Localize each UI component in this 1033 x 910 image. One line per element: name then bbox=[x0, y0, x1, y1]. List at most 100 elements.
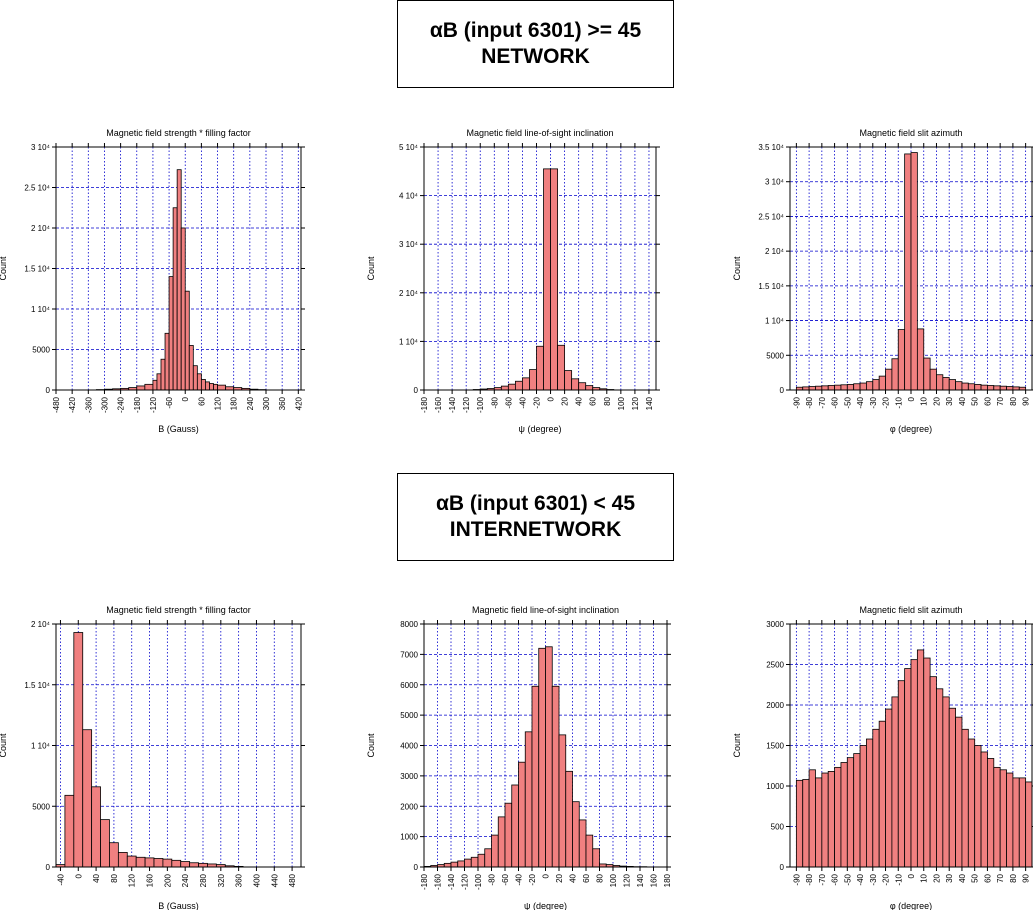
x-tick-label: -120 bbox=[462, 396, 471, 413]
x-tick-label: -160 bbox=[434, 396, 443, 413]
histogram-bar bbox=[518, 761, 526, 868]
x-tick-label: 200 bbox=[163, 873, 172, 887]
histogram-bar bbox=[126, 855, 137, 868]
x-tick-label: 40 bbox=[92, 873, 101, 882]
x-tick-label: 120 bbox=[631, 396, 640, 410]
histogram-bar bbox=[585, 385, 594, 391]
x-axis-label: φ (degree) bbox=[890, 424, 932, 434]
y-tick-label: 4 10⁴ bbox=[399, 192, 419, 201]
histogram-bar bbox=[109, 842, 119, 868]
x-tick-label: 120 bbox=[128, 873, 137, 887]
histogram-bar bbox=[815, 385, 823, 391]
x-tick-label: 360 bbox=[278, 396, 287, 410]
x-tick-label: 280 bbox=[199, 873, 208, 887]
histogram-bar bbox=[999, 385, 1007, 391]
x-tick-label: 10 bbox=[920, 396, 929, 405]
y-tick-label: 5000 bbox=[32, 802, 50, 811]
x-tick-label: 0 bbox=[181, 396, 190, 401]
histogram-bar bbox=[550, 168, 558, 391]
histogram-bar bbox=[923, 657, 931, 868]
section-title-line1: αB (input 6301) < 45 bbox=[435, 492, 636, 515]
x-tick-label: -90 bbox=[792, 873, 801, 885]
x-tick-label: 80 bbox=[110, 873, 119, 882]
histogram-bar bbox=[164, 332, 170, 391]
y-tick-label: 2 10⁴ bbox=[399, 289, 419, 298]
histogram-bar bbox=[885, 368, 893, 391]
y-tick-label: 1.5 10⁴ bbox=[24, 681, 50, 690]
x-tick-label: 20 bbox=[561, 396, 570, 405]
x-tick-label: -20 bbox=[528, 873, 537, 885]
histogram-bar bbox=[160, 358, 166, 391]
histogram-bar bbox=[558, 734, 567, 868]
x-tick-label: -180 bbox=[420, 396, 429, 413]
histogram-bar bbox=[961, 728, 969, 868]
x-tick-label: -80 bbox=[488, 873, 497, 885]
y-tick-label: 5000 bbox=[32, 346, 50, 355]
section-title-line1: αB (input 6301) >= 45 bbox=[429, 19, 642, 42]
histogram-bar bbox=[585, 834, 594, 868]
histogram-bar bbox=[834, 384, 842, 391]
histogram-bar bbox=[808, 386, 816, 391]
x-axis-label: B (Gauss) bbox=[158, 901, 199, 910]
histogram-bar bbox=[967, 738, 976, 868]
y-axis-label: Count bbox=[732, 733, 742, 758]
x-tick-label: 80 bbox=[1009, 396, 1018, 405]
histogram-bar bbox=[536, 345, 544, 391]
histogram-panel: -180 -160 -140 -120 -100 -80 -60 -40 -20 0 20 40 60 8… bbox=[366, 605, 672, 910]
histogram-bar bbox=[153, 858, 164, 868]
y-tick-label: 2000 bbox=[766, 701, 784, 710]
y-tick-label: 1500 bbox=[766, 742, 784, 751]
y-tick-label: 2.5 10⁴ bbox=[758, 212, 784, 221]
histogram-panel: -180 -160 -140 -120 -100 -80 -60 -40 -20 0 20 40 60 8… bbox=[366, 128, 660, 434]
histogram-bar bbox=[184, 290, 190, 391]
y-tick-label: 1 10⁴ bbox=[399, 337, 419, 346]
histogram-bar bbox=[834, 766, 842, 868]
x-tick-label: 60 bbox=[983, 873, 992, 882]
histogram-bar bbox=[878, 375, 886, 391]
x-tick-label: 480 bbox=[288, 873, 297, 887]
histogram-bar bbox=[557, 344, 566, 391]
histogram-bar bbox=[846, 757, 855, 868]
x-tick-label: 40 bbox=[575, 396, 584, 405]
histogram-bar bbox=[815, 777, 823, 868]
histogram-bar bbox=[531, 685, 540, 868]
x-tick-label: -30 bbox=[869, 873, 878, 885]
histogram-bar bbox=[529, 369, 537, 391]
histogram-bar bbox=[891, 358, 899, 391]
histogram-bar bbox=[136, 385, 146, 391]
histogram-bar bbox=[1006, 772, 1014, 868]
y-tick-label: 6000 bbox=[400, 681, 418, 690]
y-tick-label: 2 10⁴ bbox=[765, 247, 785, 256]
x-tick-label: -480 bbox=[52, 396, 61, 413]
histogram-bar bbox=[117, 852, 128, 868]
x-tick-label: 300 bbox=[262, 396, 271, 410]
x-tick-label: -90 bbox=[792, 396, 801, 408]
x-tick-label: 10 bbox=[920, 873, 929, 882]
x-tick-label: 60 bbox=[197, 396, 206, 405]
x-tick-label: -420 bbox=[68, 396, 77, 413]
x-tick-label: 20 bbox=[932, 396, 941, 405]
histogram-bar bbox=[176, 169, 182, 391]
x-tick-label: -40 bbox=[856, 873, 865, 885]
chart-title: Magnetic field strength * filling factor bbox=[106, 128, 251, 138]
histogram-bar bbox=[1018, 777, 1027, 868]
histogram-bar bbox=[171, 859, 182, 868]
histogram-bar bbox=[514, 380, 523, 391]
histogram-bar bbox=[592, 848, 600, 868]
y-tick-label: 3 10⁴ bbox=[399, 240, 419, 249]
x-tick-label: -10 bbox=[894, 396, 903, 408]
y-tick-label: 1 10⁴ bbox=[31, 742, 51, 751]
histogram-bar bbox=[198, 862, 208, 868]
x-tick-label: 100 bbox=[609, 873, 618, 887]
histogram-bar bbox=[82, 729, 93, 868]
histogram-bar bbox=[859, 382, 867, 391]
x-tick-label: -40 bbox=[56, 873, 65, 885]
x-tick-label: 140 bbox=[636, 873, 645, 887]
histogram-bar bbox=[795, 779, 804, 868]
y-axis-label: Count bbox=[0, 256, 8, 281]
histogram-bar bbox=[948, 379, 956, 391]
histogram-bar bbox=[955, 381, 963, 391]
histogram-bar bbox=[538, 647, 546, 868]
y-tick-label: 3 10⁴ bbox=[31, 143, 51, 152]
histogram-bar bbox=[200, 379, 206, 391]
